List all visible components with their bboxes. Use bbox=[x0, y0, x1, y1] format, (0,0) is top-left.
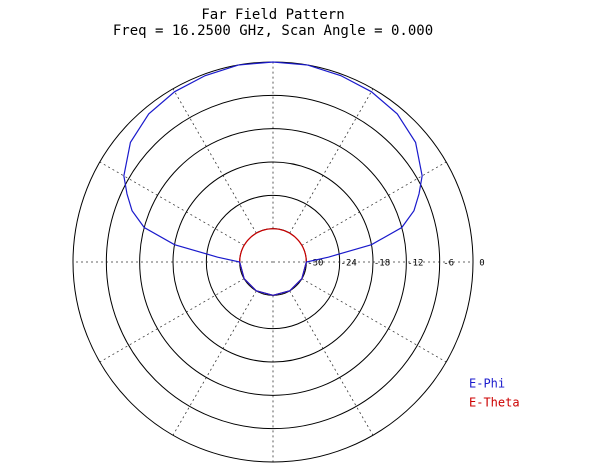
chart-subtitle: Freq = 16.2500 GHz, Scan Angle = 0.000 bbox=[113, 23, 433, 39]
ring bbox=[139, 128, 407, 396]
chart-title: Far Field Pattern bbox=[201, 7, 344, 23]
r-tick-label: -6 bbox=[443, 259, 454, 269]
ring bbox=[205, 194, 341, 330]
ring bbox=[105, 94, 441, 430]
r-tick-label: -12 bbox=[407, 259, 423, 269]
r-tick-label: -24 bbox=[341, 259, 357, 269]
legend-label: E-Theta bbox=[469, 396, 520, 410]
ring bbox=[172, 161, 374, 363]
legend-label: E-Phi bbox=[469, 377, 505, 391]
r-tick-label: -30 bbox=[307, 259, 323, 269]
series-line bbox=[123, 61, 423, 296]
r-tick-label: -18 bbox=[374, 259, 390, 269]
series-line bbox=[239, 228, 307, 296]
r-tick-label: 0 bbox=[479, 259, 484, 269]
